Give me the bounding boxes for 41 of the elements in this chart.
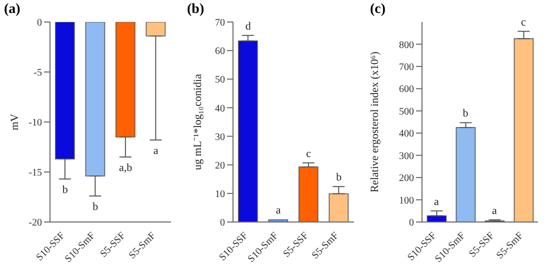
annotation: c <box>521 16 526 28</box>
y-tick-label: 70 <box>215 18 225 29</box>
annotation: d <box>245 20 252 32</box>
y-tick-label: 0 <box>37 18 42 29</box>
y-tick-label: 10 <box>215 188 225 200</box>
annotation: a <box>153 144 158 157</box>
annotation: b <box>462 108 469 120</box>
y-tick-label: 50 <box>215 74 225 86</box>
y-tick-label: -10 <box>28 118 42 129</box>
annotation: c <box>306 148 312 160</box>
bar <box>298 166 318 222</box>
y-tick-label: -15 <box>28 168 42 179</box>
chart-title: (c) <box>370 2 386 18</box>
y-tick-label: 40 <box>215 103 225 114</box>
y-tick-label: 700 <box>399 62 414 73</box>
y-tick-label: -20 <box>28 218 42 229</box>
annotation: a <box>492 204 498 217</box>
annotation: b <box>92 200 99 213</box>
y-tick-label: 400 <box>399 128 414 140</box>
annotation: a <box>276 204 281 217</box>
y-tick-label: 20 <box>215 160 225 172</box>
y-tick-label: 0 <box>220 218 225 229</box>
y-axis-title: ug mL⁻¹*log₁₀conidia <box>192 74 204 170</box>
annotation: b <box>336 172 342 184</box>
y-tick-label: -5 <box>34 68 42 79</box>
y-tick-label: 100 <box>399 195 414 206</box>
y-tick-label: 0 <box>409 218 414 229</box>
y-tick-label: 800 <box>399 40 414 51</box>
y-tick-label: 500 <box>399 106 414 118</box>
y-tick-label: 300 <box>399 150 414 162</box>
annotation: a,b <box>119 162 133 174</box>
y-tick-label: 600 <box>399 84 414 96</box>
chart-title: (a) <box>4 2 20 18</box>
y-tick-label: 60 <box>215 46 225 58</box>
chart-title: (b) <box>187 2 204 18</box>
annotation: b <box>62 184 68 196</box>
y-tick-label: 200 <box>399 173 414 184</box>
y-tick-label: 30 <box>215 132 225 143</box>
y-axis-title: mV <box>8 114 21 130</box>
annotation: a <box>434 196 440 208</box>
y-axis-title: Relative ergosterol index (x10⁶) <box>368 51 381 192</box>
